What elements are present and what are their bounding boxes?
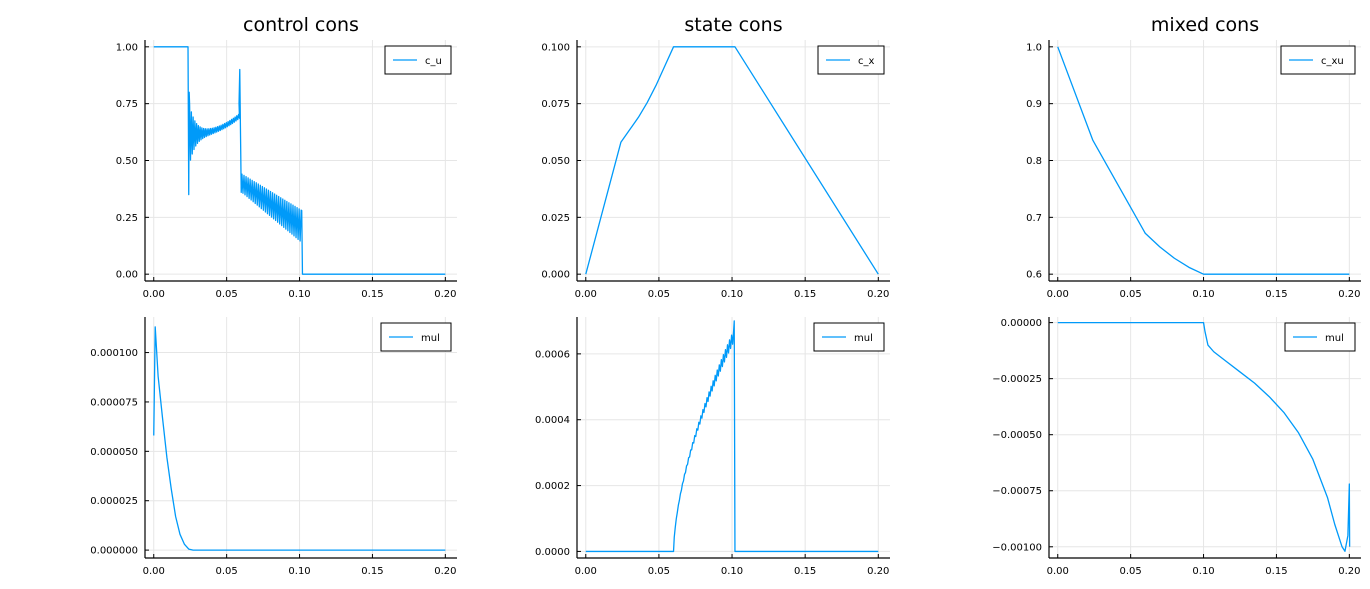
y-tick-label: 0.0004 bbox=[535, 415, 570, 426]
x-tick-label: 0.05 bbox=[648, 289, 670, 300]
x-tick-label: 0.00 bbox=[1047, 289, 1069, 300]
x-tick-label: 0.10 bbox=[288, 566, 310, 577]
series-line-c-x bbox=[585, 46, 879, 275]
legend-label: c_x bbox=[858, 56, 874, 67]
series-line-mul bbox=[1057, 321, 1351, 552]
x-tick-label: 0.20 bbox=[1338, 289, 1360, 300]
y-tick-label: 0.000 bbox=[541, 270, 570, 281]
y-tick-label: 0.0006 bbox=[535, 349, 570, 360]
x-tick-label: 0.15 bbox=[794, 289, 816, 300]
y-tick-label: 0.000050 bbox=[90, 447, 138, 458]
x-tick-label: 0.20 bbox=[1338, 566, 1360, 577]
series-line-mul bbox=[153, 326, 446, 551]
x-tick-label: 0.10 bbox=[721, 566, 743, 577]
x-tick-label: 0.10 bbox=[721, 289, 743, 300]
subplot-2: 0.00 0.05 0.10 0.15 0.20 0.000 0.025 0.050 0.075… bbox=[541, 14, 890, 300]
x-tick-label: 0.00 bbox=[1047, 566, 1069, 577]
x-tick-label: 0.00 bbox=[143, 289, 165, 300]
x-tick-label: 0.20 bbox=[434, 566, 456, 577]
y-tick-label: 0.6 bbox=[1026, 270, 1042, 281]
x-tick-label: 0.05 bbox=[1120, 566, 1142, 577]
x-tick-label: 0.05 bbox=[216, 289, 238, 300]
y-tick-label: 0.75 bbox=[116, 99, 138, 110]
x-tick-label: 0.00 bbox=[143, 566, 165, 577]
y-tick-label: 0.000100 bbox=[90, 348, 138, 359]
x-tick-label: 0.15 bbox=[794, 566, 816, 577]
y-tick-label: 0.0000 bbox=[535, 547, 570, 558]
y-tick-label: 0.025 bbox=[541, 213, 570, 224]
x-tick-label: 0.10 bbox=[288, 289, 310, 300]
x-tick-label: 0.20 bbox=[434, 289, 456, 300]
x-tick-label: 0.10 bbox=[1192, 289, 1214, 300]
legend-label: mul bbox=[854, 333, 873, 344]
legend: c_u bbox=[384, 45, 452, 75]
x-tick-label: 0.15 bbox=[1265, 289, 1287, 300]
legend-label: c_xu bbox=[1321, 56, 1344, 67]
y-tick-label: −0.00050 bbox=[992, 430, 1042, 441]
x-tick-label: 0.15 bbox=[1265, 566, 1287, 577]
subplot-6: 0.00 0.05 0.10 0.15 0.20 0.00000 −0.00025 −0.00… bbox=[992, 317, 1361, 577]
legend: mul bbox=[813, 322, 885, 352]
legend-label: c_u bbox=[425, 56, 442, 67]
legend: c_x bbox=[817, 45, 885, 75]
y-tick-label: 0.000075 bbox=[90, 397, 138, 408]
legend: c_xu bbox=[1280, 45, 1356, 75]
legend-label: mul bbox=[421, 333, 440, 344]
legend: mul bbox=[1284, 322, 1356, 352]
y-tick-label: −0.00025 bbox=[992, 374, 1042, 385]
y-tick-label: 1.00 bbox=[116, 42, 138, 53]
chart-title: control cons bbox=[243, 14, 359, 36]
x-tick-label: 0.05 bbox=[216, 566, 238, 577]
x-tick-label: 0.10 bbox=[1192, 566, 1214, 577]
y-tick-label: 0.050 bbox=[541, 156, 570, 167]
y-tick-label: 1.0 bbox=[1026, 42, 1042, 53]
y-tick-label: 0.9 bbox=[1026, 99, 1042, 110]
x-tick-label: 0.05 bbox=[648, 566, 670, 577]
x-tick-label: 0.00 bbox=[575, 289, 597, 300]
y-tick-label: 0.00 bbox=[116, 270, 138, 281]
y-tick-label: 0.7 bbox=[1026, 213, 1042, 224]
x-tick-label: 0.20 bbox=[867, 289, 889, 300]
y-tick-label: 0.25 bbox=[116, 213, 138, 224]
series-line-mul bbox=[585, 320, 879, 553]
x-tick-label: 0.15 bbox=[361, 566, 383, 577]
y-tick-label: 0.0002 bbox=[535, 481, 570, 492]
y-tick-label: 0.000000 bbox=[90, 546, 138, 557]
subplot-1: 0.00 0.05 0.10 0.15 0.20 0.00 0.25 0.50 0.75 1.00… bbox=[116, 14, 457, 300]
y-tick-label: 0.00000 bbox=[1001, 318, 1042, 329]
series-line-c-u bbox=[153, 46, 446, 275]
y-tick-label: −0.00075 bbox=[992, 486, 1042, 497]
y-tick-label: 0.075 bbox=[541, 99, 570, 110]
x-tick-label: 0.15 bbox=[361, 289, 383, 300]
y-tick-label: 0.50 bbox=[116, 156, 138, 167]
subplot-3: 0.00 0.05 0.10 0.15 0.20 0.6 0.7 0.8 0.9 1.0 mixed… bbox=[1026, 14, 1361, 300]
x-tick-label: 0.20 bbox=[867, 566, 889, 577]
subplot-4: 0.00 0.05 0.10 0.15 0.20 0.000000 0.000025 0.00… bbox=[90, 317, 457, 577]
y-tick-label: 0.100 bbox=[541, 42, 570, 53]
subplot-5: 0.00 0.05 0.10 0.15 0.20 0.0000 0.0002 0.0004 0.… bbox=[535, 317, 890, 577]
series-line-c-xu bbox=[1057, 46, 1350, 275]
y-tick-label: −0.00100 bbox=[992, 542, 1042, 553]
x-tick-label: 0.00 bbox=[575, 566, 597, 577]
y-tick-label: 0.8 bbox=[1026, 156, 1042, 167]
legend: mul bbox=[380, 322, 452, 352]
y-tick-label: 0.000025 bbox=[90, 496, 138, 507]
x-tick-label: 0.05 bbox=[1120, 289, 1142, 300]
chart-title: mixed cons bbox=[1151, 14, 1259, 36]
legend-label: mul bbox=[1325, 333, 1344, 344]
chart-title: state cons bbox=[684, 14, 782, 36]
